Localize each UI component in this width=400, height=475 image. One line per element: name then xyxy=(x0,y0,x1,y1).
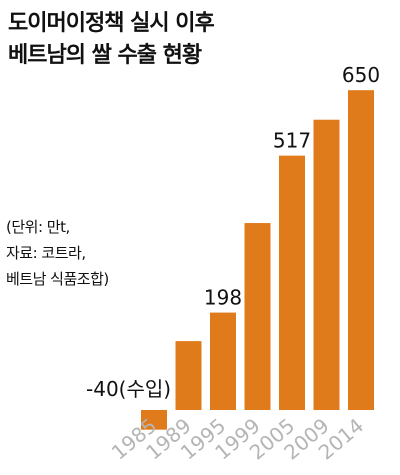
chart-title-line-2: 베트남의 쌀 수출 현황 xyxy=(8,43,202,68)
chart-title-line-1: 도이머이정책 실시 이후 xyxy=(8,11,215,36)
bar-2014 xyxy=(348,90,374,410)
bar-1989 xyxy=(175,341,202,410)
data-label-2005: 517 xyxy=(273,129,311,153)
bar-1995 xyxy=(210,312,236,410)
data-label-1985: -40(수입) xyxy=(86,377,171,401)
source-note: (단위: 만t, 자료: 코트라, 베트남 식품조합) xyxy=(6,214,109,292)
data-label-1995: 198 xyxy=(204,286,242,310)
unit-note: (단위: 만t, xyxy=(6,218,70,236)
source-line: 자료: 코트라, xyxy=(6,244,86,262)
bar-1999 xyxy=(244,223,271,410)
bar-1985 xyxy=(141,410,167,430)
bars-group xyxy=(141,90,374,430)
bar-labels-group: -40(수입) 198 517 650 xyxy=(86,63,380,401)
bar-2005 xyxy=(279,155,305,410)
source-line-2: 베트남 식품조합) xyxy=(6,270,109,288)
bar-2009 xyxy=(313,119,340,410)
data-label-2014: 650 xyxy=(342,63,380,87)
chart-title: 도이머이정책 실시 이후 베트남의 쌀 수출 현황 xyxy=(8,8,215,72)
